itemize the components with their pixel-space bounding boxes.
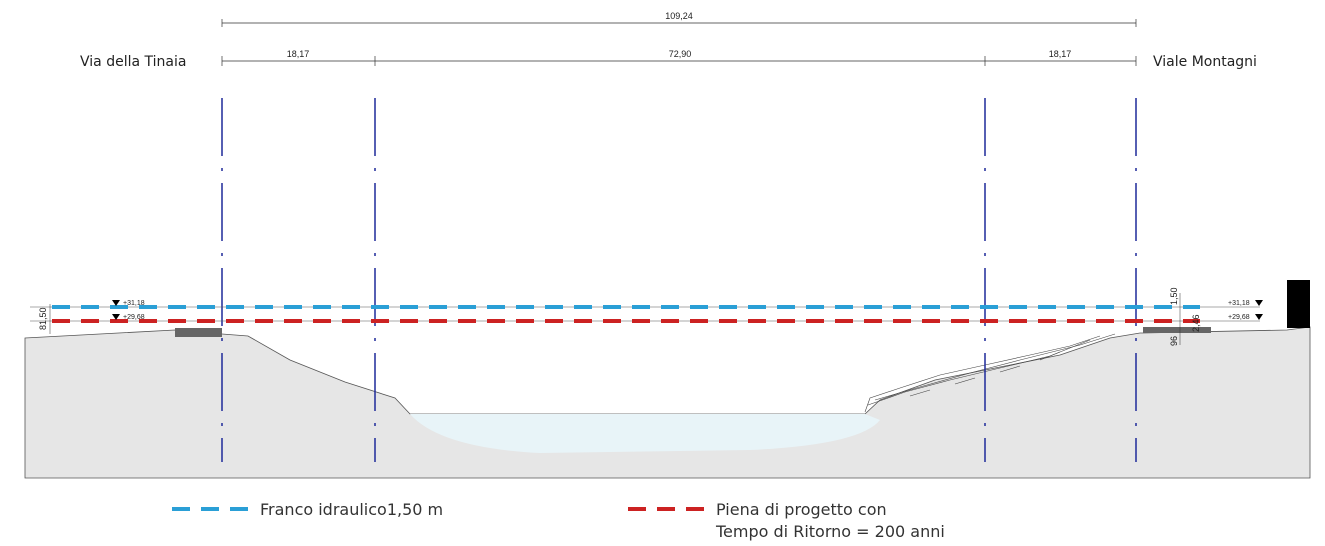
dimension-left-bank: 18,17 [287, 49, 310, 59]
elevation-left-flood: +29,68 [123, 314, 145, 321]
vertical-dimension-right-flood: 2,46 [1191, 314, 1201, 332]
ground-section [24, 326, 1311, 479]
triangle-marker-left-freeboard [112, 300, 120, 306]
vertical-dimension-left: 81,50 [38, 307, 48, 330]
legend-flood-label-line2: Tempo di Ritorno = 200 anni [715, 522, 945, 541]
left-road-block [175, 328, 222, 337]
elevation-left-freeboard: +31,18 [123, 300, 145, 307]
street-left: Via della Tinaia [80, 54, 186, 70]
river-water [410, 414, 880, 453]
street-right: Viale Montagni [1153, 54, 1257, 70]
triangle-marker-left-flood [112, 314, 120, 320]
dimension-lines [221, 19, 1137, 66]
elevation-right-flood: +29,68 [1228, 314, 1250, 321]
dimension-total: 109,24 [665, 11, 693, 21]
triangle-marker-right-freeboard [1255, 300, 1263, 306]
vertical-dimension-right-small: 96 [1169, 336, 1179, 346]
right-road-block [1143, 327, 1211, 333]
legend-flood-label-line1: Piena di progetto con [716, 500, 887, 519]
triangle-marker-right-flood [1255, 314, 1263, 320]
right-bank-rocks [864, 333, 1116, 413]
right-building [1287, 280, 1310, 328]
dimension-channel: 72,90 [669, 49, 692, 59]
axis-lines [221, 98, 1137, 462]
dimension-right-bank: 18,17 [1049, 49, 1072, 59]
elevation-right-freeboard: +31,18 [1228, 300, 1250, 307]
vertical-dimension-right-freeboard: 1,50 [1169, 287, 1179, 305]
legend-freeboard-label: Franco idraulico1,50 m [260, 500, 443, 519]
